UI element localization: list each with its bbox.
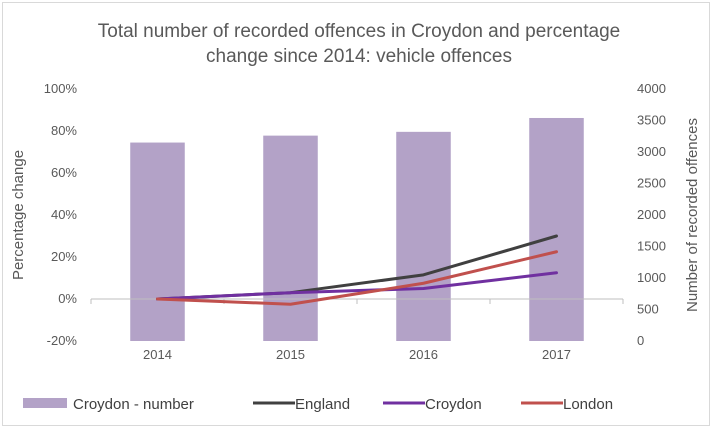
y-left-tick-label: 40% [51,207,77,222]
y-right-axis-label: Number of recorded offences [684,118,701,312]
chart-frame: Total number of recorded offences in Cro… [2,2,710,426]
x-tick-label: 2015 [276,347,305,362]
y-right-tick-label: 4000 [637,81,666,96]
legend-label: London [563,396,613,413]
y-right-tick-label: 2500 [637,176,666,191]
series-line-london [156,250,558,306]
bar-croydon-number [130,142,185,341]
series-line-croydon [156,271,558,301]
bar-croydon-number [263,135,318,341]
bar-croydon-number [529,117,584,341]
bar-croydon-number [396,131,451,341]
chart-title-line: change since 2014: vehicle offences [206,46,512,67]
legend-swatch-bar [23,398,67,408]
y-left-tick-label: 60% [51,165,77,180]
y-left-tick-label: -20% [47,333,78,348]
chart-svg: Total number of recorded offences in Cro… [10,21,701,413]
y-right-tick-label: 2000 [637,207,666,222]
legend-label: England [295,396,350,413]
y-left-tick-label: 0% [58,291,77,306]
legend-label: Croydon [425,396,482,413]
x-tick-label: 2014 [143,347,172,362]
y-right-tick-label: 0 [637,333,644,348]
y-right-tick-label: 3000 [637,144,666,159]
legend-label: Croydon - number [73,396,194,413]
y-left-tick-label: 80% [51,123,77,138]
y-left-axis-label: Percentage change [10,150,27,280]
x-tick-label: 2016 [409,347,438,362]
y-right-tick-label: 1500 [637,239,666,254]
y-right-tick-label: 1000 [637,270,666,285]
y-left-tick-label: 100% [44,81,78,96]
chart-title-line: Total number of recorded offences in Cro… [98,21,620,42]
x-tick-label: 2017 [542,347,571,362]
y-right-tick-label: 500 [637,302,659,317]
y-left-tick-label: 20% [51,249,77,264]
y-right-tick-label: 3500 [637,113,666,128]
